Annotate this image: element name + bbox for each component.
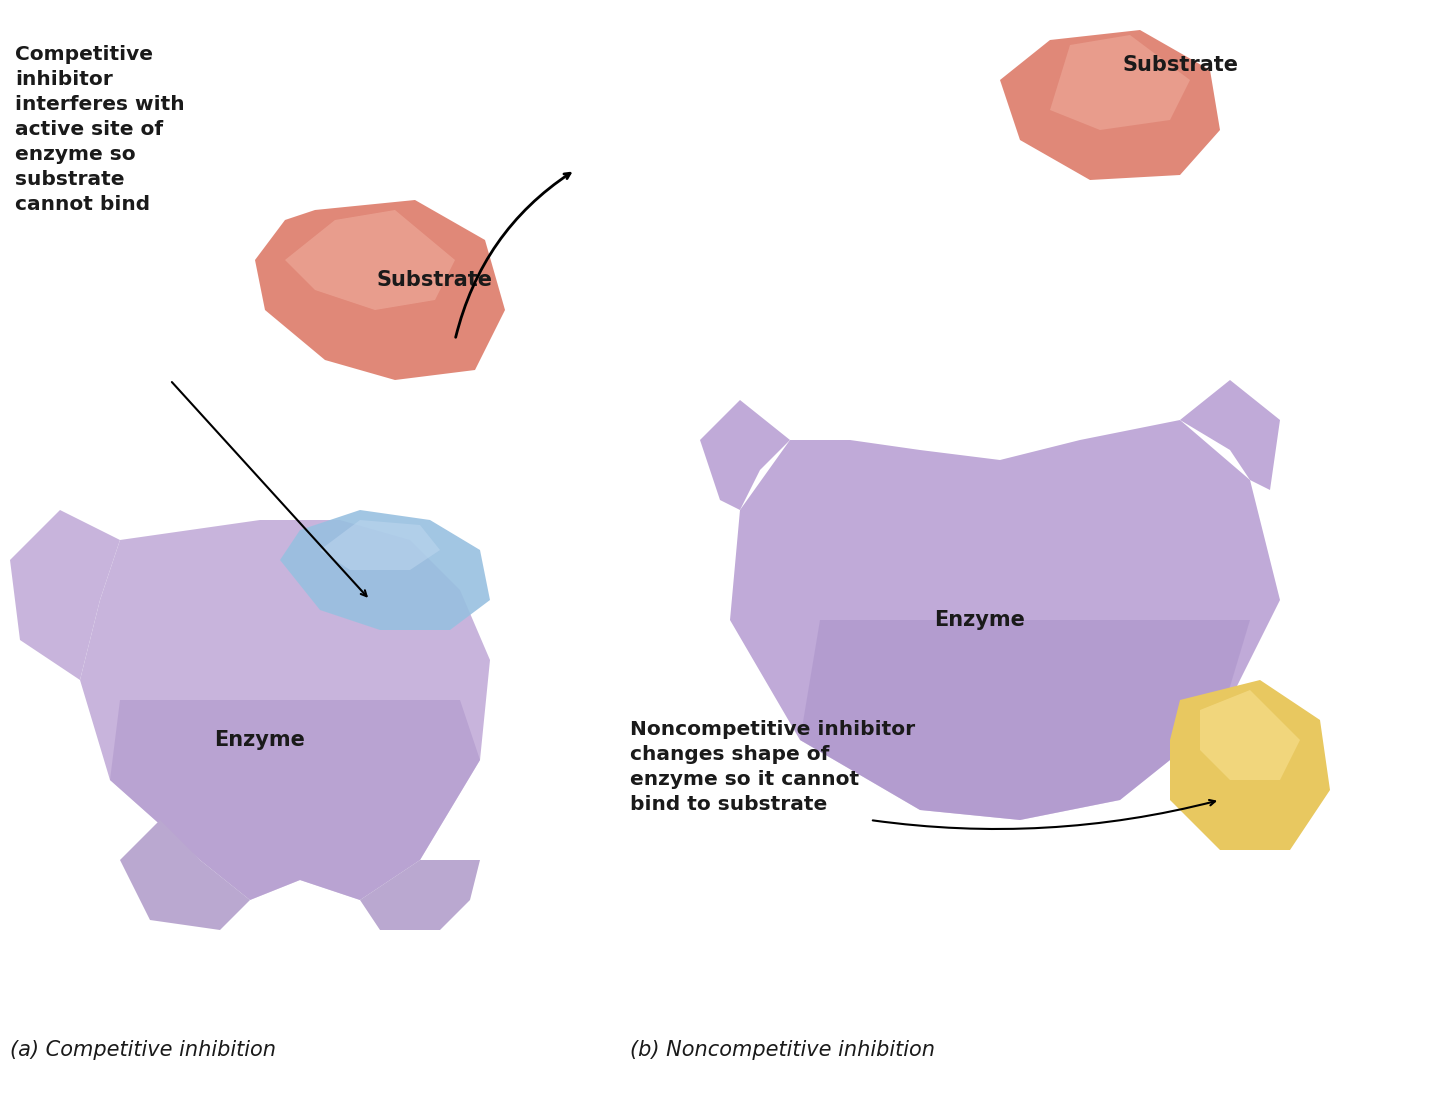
Polygon shape — [360, 860, 480, 930]
Text: Noncompetitive inhibitor
changes shape of
enzyme so it cannot
bind to substrate: Noncompetitive inhibitor changes shape o… — [631, 720, 916, 814]
Text: (a) Competitive inhibition: (a) Competitive inhibition — [10, 1040, 276, 1060]
Polygon shape — [700, 400, 791, 509]
Text: Competitive
inhibitor
interferes with
active site of
enzyme so
substrate
cannot : Competitive inhibitor interferes with ac… — [14, 45, 184, 214]
Polygon shape — [279, 509, 490, 630]
Polygon shape — [1050, 35, 1189, 130]
Polygon shape — [1200, 690, 1300, 780]
Polygon shape — [801, 620, 1250, 820]
Polygon shape — [730, 421, 1280, 820]
Text: Substrate: Substrate — [1122, 55, 1238, 75]
Polygon shape — [81, 520, 490, 900]
Polygon shape — [999, 30, 1220, 180]
Polygon shape — [10, 509, 120, 680]
Polygon shape — [109, 701, 480, 900]
Text: Substrate: Substrate — [377, 270, 492, 290]
Polygon shape — [320, 520, 441, 570]
Polygon shape — [1179, 380, 1280, 490]
Polygon shape — [1169, 680, 1331, 850]
Polygon shape — [255, 200, 505, 380]
Polygon shape — [120, 820, 251, 930]
Polygon shape — [285, 210, 455, 310]
Text: (b) Noncompetitive inhibition: (b) Noncompetitive inhibition — [631, 1040, 935, 1060]
Text: Enzyme: Enzyme — [215, 730, 305, 750]
Text: Enzyme: Enzyme — [935, 610, 1025, 630]
